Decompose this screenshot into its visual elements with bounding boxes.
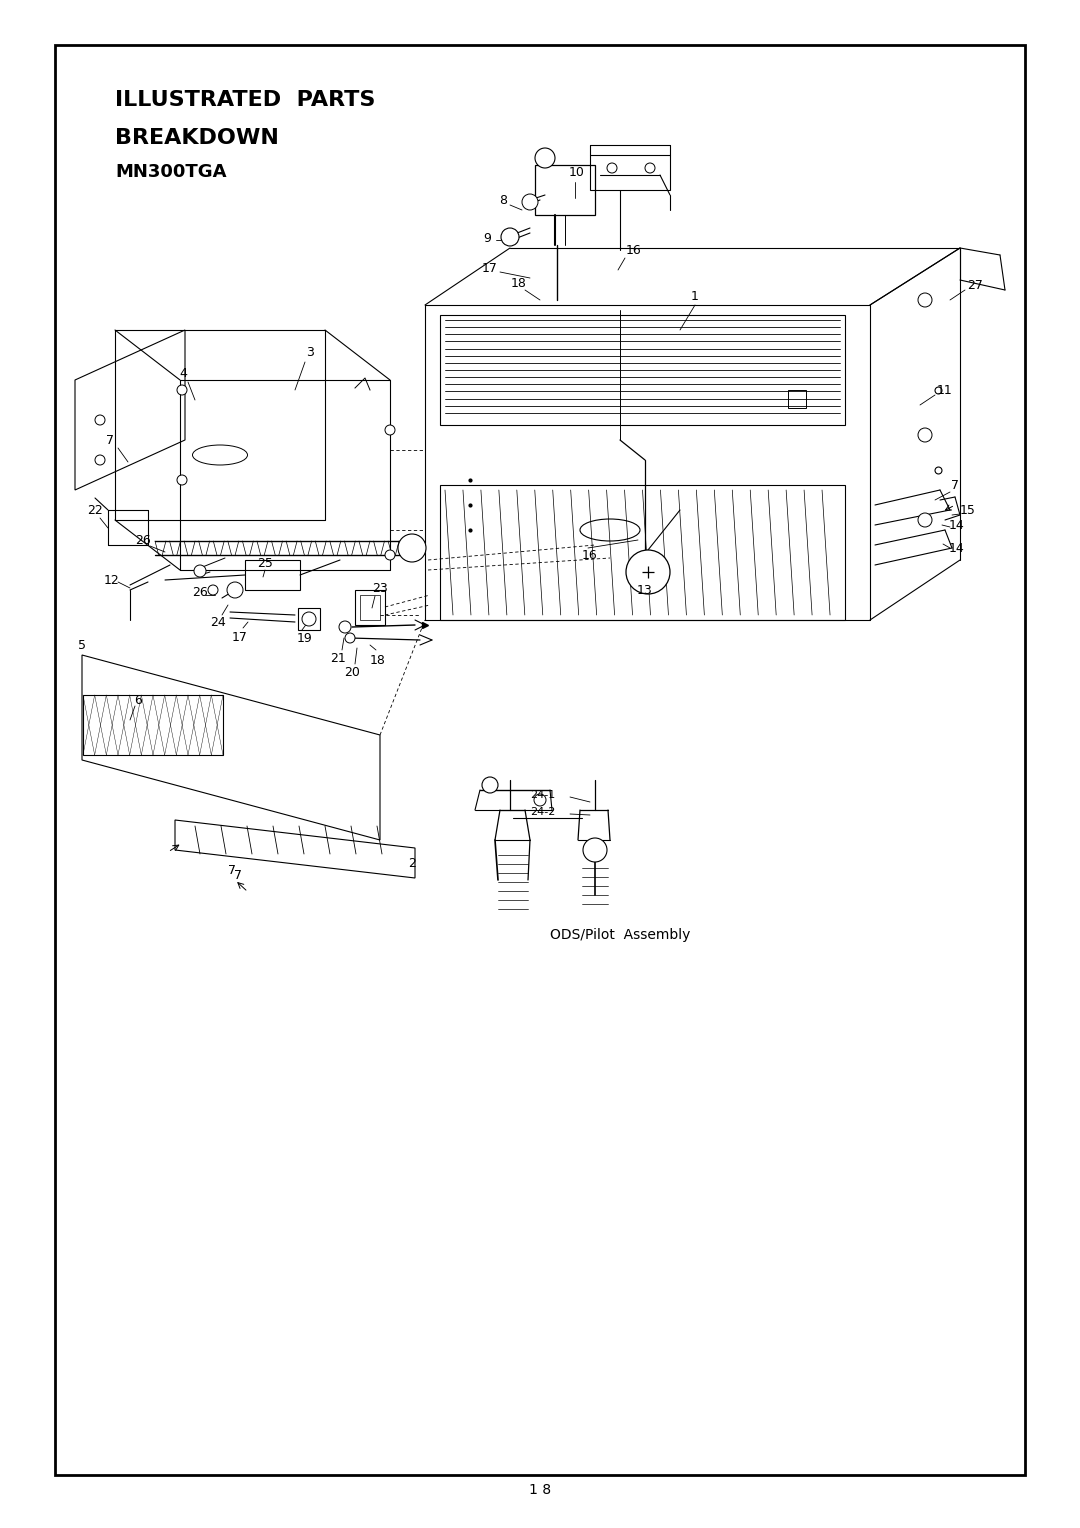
Text: 23: 23: [373, 582, 388, 594]
Text: 18: 18: [370, 654, 386, 666]
Text: 14: 14: [949, 541, 964, 555]
Circle shape: [302, 613, 316, 626]
Text: 11: 11: [937, 384, 953, 396]
Circle shape: [194, 565, 206, 578]
Text: 21: 21: [330, 651, 346, 665]
Circle shape: [535, 148, 555, 168]
Text: 17: 17: [232, 631, 248, 643]
Bar: [440, 484, 845, 620]
Circle shape: [626, 550, 670, 594]
Text: 17: 17: [482, 261, 498, 275]
Circle shape: [227, 582, 243, 597]
Circle shape: [95, 416, 105, 425]
Circle shape: [522, 194, 538, 209]
Text: 15: 15: [960, 504, 976, 516]
Text: 1: 1: [691, 289, 699, 303]
Text: BREAKDOWN: BREAKDOWN: [114, 128, 279, 148]
Text: ODS/Pilot  Assembly: ODS/Pilot Assembly: [550, 927, 690, 941]
Text: 7: 7: [951, 478, 959, 492]
Text: 3: 3: [306, 345, 314, 359]
Circle shape: [95, 455, 105, 465]
Text: 16: 16: [626, 243, 642, 257]
Text: 16: 16: [582, 549, 598, 561]
Text: 4: 4: [179, 367, 187, 379]
Circle shape: [534, 795, 546, 805]
Circle shape: [918, 428, 932, 442]
Circle shape: [345, 633, 355, 643]
Text: 27: 27: [967, 278, 983, 292]
Text: 5: 5: [78, 639, 86, 651]
Text: 18: 18: [511, 277, 527, 289]
Text: 24-2: 24-2: [530, 807, 555, 817]
Text: 9: 9: [483, 232, 491, 244]
Text: 7: 7: [234, 868, 242, 882]
Text: 1 8: 1 8: [529, 1484, 551, 1497]
Text: 26: 26: [192, 585, 207, 599]
Text: MN300TGA: MN300TGA: [114, 163, 227, 180]
Bar: [535, 165, 595, 215]
Circle shape: [339, 620, 351, 633]
Bar: [360, 594, 380, 620]
Bar: [55, 44, 1025, 1475]
Text: 25: 25: [257, 556, 273, 570]
Circle shape: [399, 533, 426, 562]
Bar: [83, 695, 222, 755]
Circle shape: [482, 778, 498, 793]
Text: 20: 20: [345, 666, 360, 678]
Circle shape: [384, 425, 395, 435]
Circle shape: [501, 228, 519, 246]
Text: 24: 24: [211, 616, 226, 628]
Text: 7: 7: [228, 863, 237, 877]
Text: 19: 19: [297, 631, 313, 645]
Text: 10: 10: [569, 165, 585, 179]
Circle shape: [177, 475, 187, 484]
Circle shape: [918, 513, 932, 527]
Circle shape: [607, 163, 617, 173]
Circle shape: [208, 585, 218, 594]
Text: 13: 13: [637, 584, 653, 596]
Circle shape: [384, 550, 395, 559]
Text: 6: 6: [134, 694, 141, 706]
Circle shape: [177, 385, 187, 396]
Circle shape: [645, 163, 654, 173]
Bar: [788, 390, 806, 408]
Bar: [590, 154, 670, 189]
Text: 26: 26: [135, 533, 151, 547]
Bar: [245, 559, 300, 590]
Text: 7: 7: [106, 434, 114, 446]
Text: 22: 22: [87, 504, 103, 516]
Circle shape: [583, 837, 607, 862]
Circle shape: [918, 293, 932, 307]
Text: 14: 14: [949, 518, 964, 532]
Bar: [355, 590, 384, 625]
Bar: [440, 315, 845, 425]
Text: ILLUSTRATED  PARTS: ILLUSTRATED PARTS: [114, 90, 376, 110]
Text: 2: 2: [408, 857, 416, 869]
Text: 12: 12: [104, 573, 120, 587]
Bar: [298, 608, 320, 630]
Text: 24-1: 24-1: [530, 790, 555, 801]
Text: 8: 8: [499, 194, 507, 206]
